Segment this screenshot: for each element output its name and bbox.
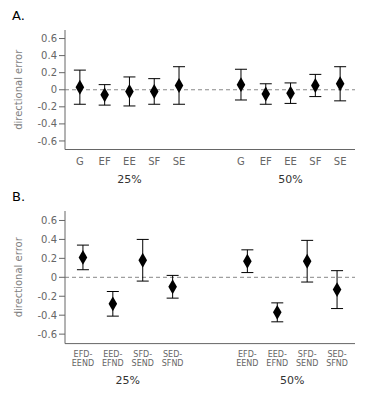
svg-text:SF: SF: [309, 156, 321, 167]
svg-text:SED-SFND: SED-SFND: [326, 350, 348, 368]
svg-text:-0.2: -0.2: [37, 101, 57, 112]
svg-text:0.4: 0.4: [41, 50, 57, 61]
html-text:B.: B.: [12, 189, 26, 204]
svg-text:0: 0: [51, 272, 57, 283]
svg-text:0.2: 0.2: [41, 253, 57, 264]
svg-text:0.2: 0.2: [41, 67, 57, 78]
svg-text:-0.4: -0.4: [37, 310, 57, 321]
svg-text:0.6: 0.6: [41, 33, 57, 44]
svg-text:SED-SFND: SED-SFND: [162, 350, 184, 368]
svg-text:SFD-SEND: SFD-SEND: [132, 350, 154, 368]
svg-text:EE: EE: [123, 156, 136, 167]
svg-text:-0.4: -0.4: [37, 118, 57, 129]
svg-text:directional error: directional error: [13, 236, 24, 317]
svg-text:SE: SE: [173, 156, 186, 167]
svg-text:25%: 25%: [116, 374, 140, 387]
svg-text:EFD-EEND: EFD-EEND: [72, 350, 94, 368]
svg-text:G: G: [76, 156, 84, 167]
svg-text:EE: EE: [284, 156, 297, 167]
svg-text:0: 0: [51, 84, 57, 95]
svg-text:EF: EF: [99, 156, 111, 167]
svg-text:-0.6: -0.6: [37, 329, 57, 340]
svg-text:EED-EFND: EED-EFND: [266, 350, 288, 368]
svg-text:50%: 50%: [280, 374, 304, 387]
svg-text:SFD-SEND: SFD-SEND: [296, 350, 318, 368]
svg-text:SF: SF: [148, 156, 160, 167]
svg-text:0.4: 0.4: [41, 234, 57, 245]
svg-text:EFD-EEND: EFD-EEND: [236, 350, 258, 368]
svg-text:G: G: [237, 156, 245, 167]
svg-text:-0.2: -0.2: [37, 291, 57, 302]
svg-text:50%: 50%: [278, 173, 302, 186]
svg-text:directional error: directional error: [13, 49, 24, 130]
svg-text:EED-EFND: EED-EFND: [102, 350, 124, 368]
svg-text:EF: EF: [260, 156, 272, 167]
svg-text:-0.6: -0.6: [37, 136, 57, 147]
html-text:A.: A.: [12, 8, 25, 23]
svg-text:25%: 25%: [117, 173, 141, 186]
svg-text:0.6: 0.6: [41, 215, 57, 226]
svg-text:SE: SE: [334, 156, 347, 167]
